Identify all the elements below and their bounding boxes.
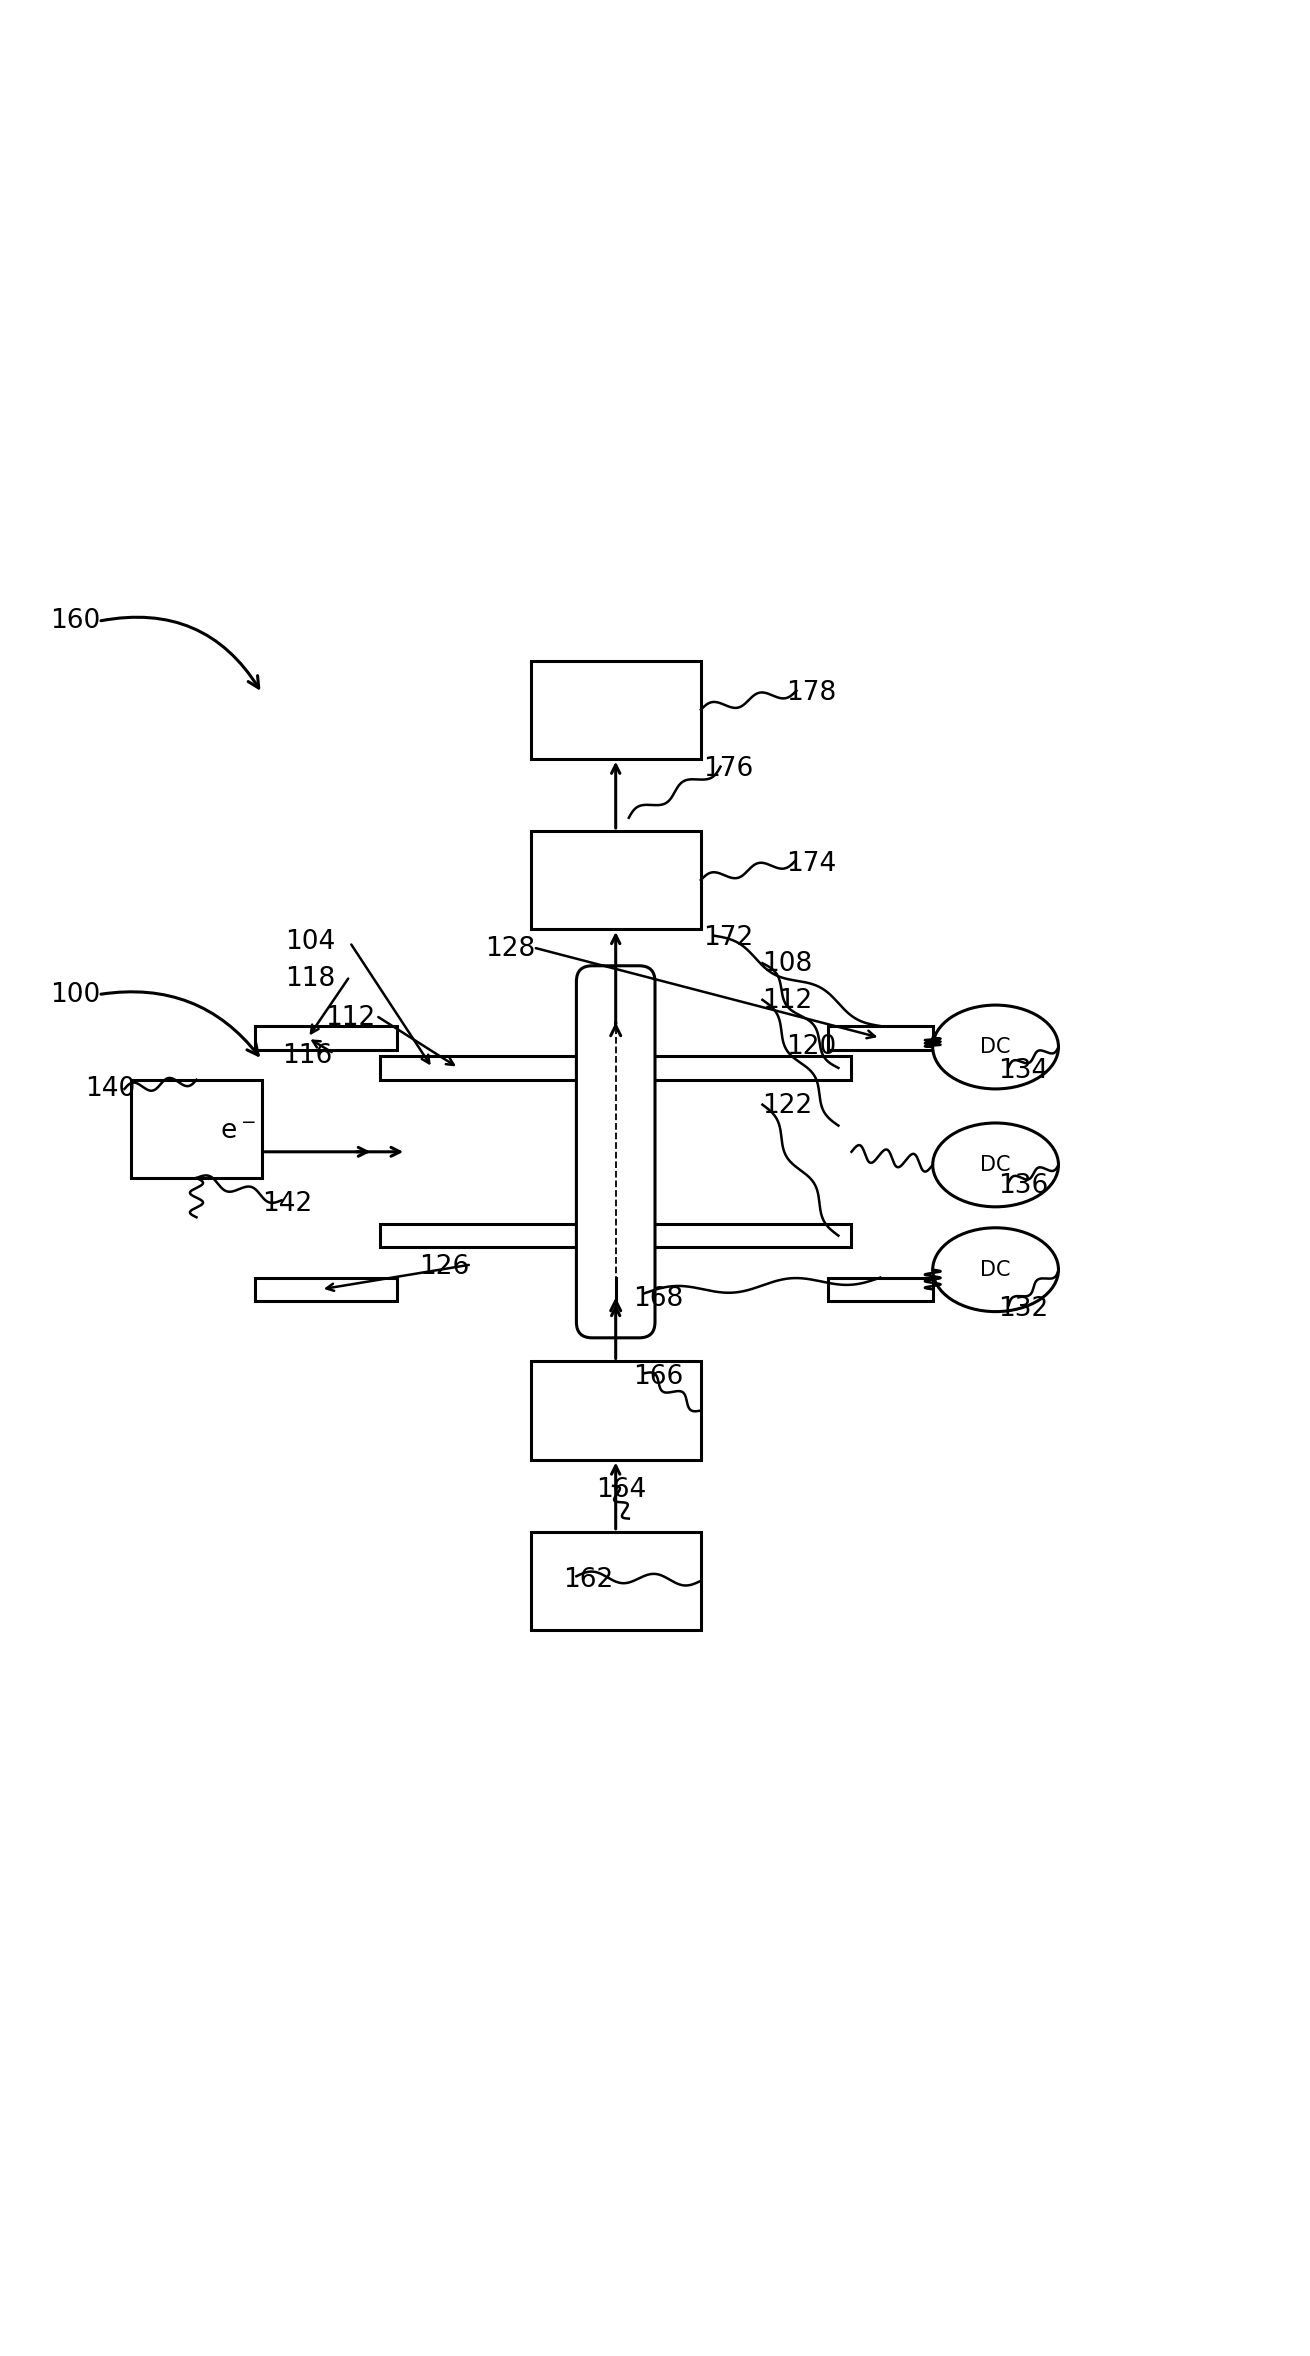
FancyBboxPatch shape [576, 966, 655, 1338]
Bar [380, 1223, 852, 1246]
Text: 112: 112 [762, 987, 812, 1013]
Text: 108: 108 [762, 952, 812, 978]
Text: 176: 176 [703, 756, 753, 782]
Text: 120: 120 [786, 1034, 836, 1060]
Text: e$^-$: e$^-$ [220, 1119, 255, 1145]
Ellipse shape [933, 1006, 1058, 1088]
Text: DC: DC [980, 1037, 1011, 1058]
Text: 160: 160 [50, 608, 100, 634]
Bar [828, 1027, 933, 1051]
Text: DC: DC [980, 1260, 1011, 1279]
Text: 174: 174 [786, 851, 836, 876]
Text: 166: 166 [633, 1364, 683, 1390]
Text: 104: 104 [286, 928, 335, 954]
Text: 142: 142 [262, 1192, 312, 1218]
Bar [531, 660, 701, 759]
Text: 136: 136 [998, 1173, 1048, 1199]
Text: 126: 126 [419, 1253, 469, 1279]
Text: 162: 162 [563, 1567, 613, 1593]
Text: 140: 140 [85, 1077, 135, 1103]
Text: 164: 164 [596, 1477, 646, 1503]
Bar [131, 1079, 262, 1178]
Ellipse shape [933, 1124, 1058, 1206]
Bar [531, 1362, 701, 1461]
Bar [255, 1277, 397, 1301]
Text: 168: 168 [633, 1286, 683, 1312]
Text: 178: 178 [786, 681, 836, 707]
Text: 132: 132 [998, 1296, 1048, 1322]
Bar [531, 1531, 701, 1630]
Text: 112: 112 [325, 1006, 375, 1032]
Bar [531, 832, 701, 928]
Bar [255, 1027, 397, 1051]
Text: 118: 118 [286, 966, 335, 992]
Text: 128: 128 [485, 935, 534, 961]
Bar [828, 1277, 933, 1301]
Text: 100: 100 [50, 982, 100, 1008]
Text: DC: DC [980, 1154, 1011, 1176]
Text: 116: 116 [282, 1044, 331, 1070]
Bar [380, 1055, 852, 1079]
Text: 172: 172 [703, 926, 753, 952]
Text: 122: 122 [762, 1093, 812, 1119]
Text: 134: 134 [998, 1058, 1048, 1084]
Ellipse shape [933, 1227, 1058, 1312]
